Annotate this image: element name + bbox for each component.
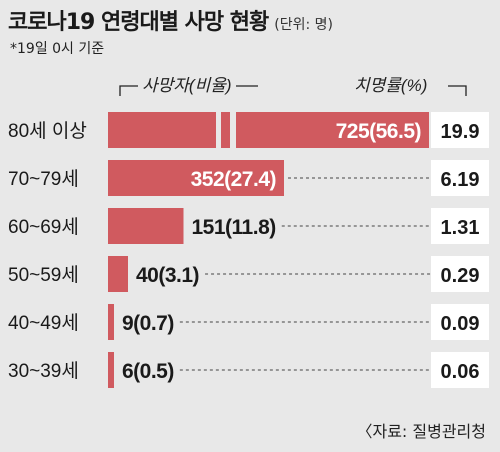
- data-label-fatality: 1.31: [441, 217, 480, 239]
- bar-deaths: [108, 208, 184, 244]
- fatality-box: [431, 208, 489, 244]
- bar-deaths: [108, 352, 114, 388]
- data-label-fatality: 0.29: [441, 265, 480, 287]
- bar-deaths: [108, 304, 114, 340]
- data-label-deaths: 9(0.7): [122, 312, 174, 335]
- category-label: 80세 이상: [8, 120, 87, 142]
- data-label-deaths: 725(56.5): [336, 120, 421, 143]
- data-label-deaths: 40(3.1): [136, 264, 199, 287]
- legend-fatality: 치명률(%): [354, 76, 427, 95]
- fatality-box: [431, 352, 489, 388]
- category-label: 50~59세: [8, 264, 79, 286]
- data-label-deaths: 151(11.8): [192, 216, 276, 239]
- data-label-fatality: 0.09: [441, 313, 480, 335]
- bar-deaths: [108, 160, 284, 196]
- fatality-box: [431, 256, 489, 292]
- data-label-fatality: 19.9: [441, 121, 480, 143]
- bar-deaths: [236, 112, 429, 148]
- bar-deaths: [108, 256, 128, 292]
- unit-label: (단위: 명): [274, 17, 333, 33]
- data-label-deaths: 6(0.5): [122, 360, 174, 383]
- legend-bracket-left: [119, 85, 138, 96]
- category-label: 70~79세: [8, 168, 79, 190]
- data-label-deaths: 352(27.4): [191, 168, 276, 191]
- bar-deaths: [108, 112, 216, 148]
- baseline-note: *19일 0시 기준: [10, 41, 105, 57]
- category-label: 40~49세: [8, 312, 79, 334]
- data-label-fatality: 0.06: [441, 361, 480, 383]
- fatality-box: [431, 112, 489, 148]
- data-label-fatality: 6.19: [441, 169, 480, 191]
- source-label: 〈자료: 질병관리청: [356, 422, 486, 441]
- chart-title: 코로나19 연령대별 사망 현황 (단위: 명): [8, 10, 333, 35]
- category-label: 30~39세: [8, 360, 79, 382]
- category-label: 60~69세: [8, 216, 79, 238]
- fatality-box: [431, 160, 489, 196]
- fatality-box: [431, 304, 489, 340]
- legend-bracket-right: [448, 85, 467, 96]
- legend-deaths: 사망자(비율): [142, 76, 232, 95]
- bar-deaths-break: [221, 112, 230, 148]
